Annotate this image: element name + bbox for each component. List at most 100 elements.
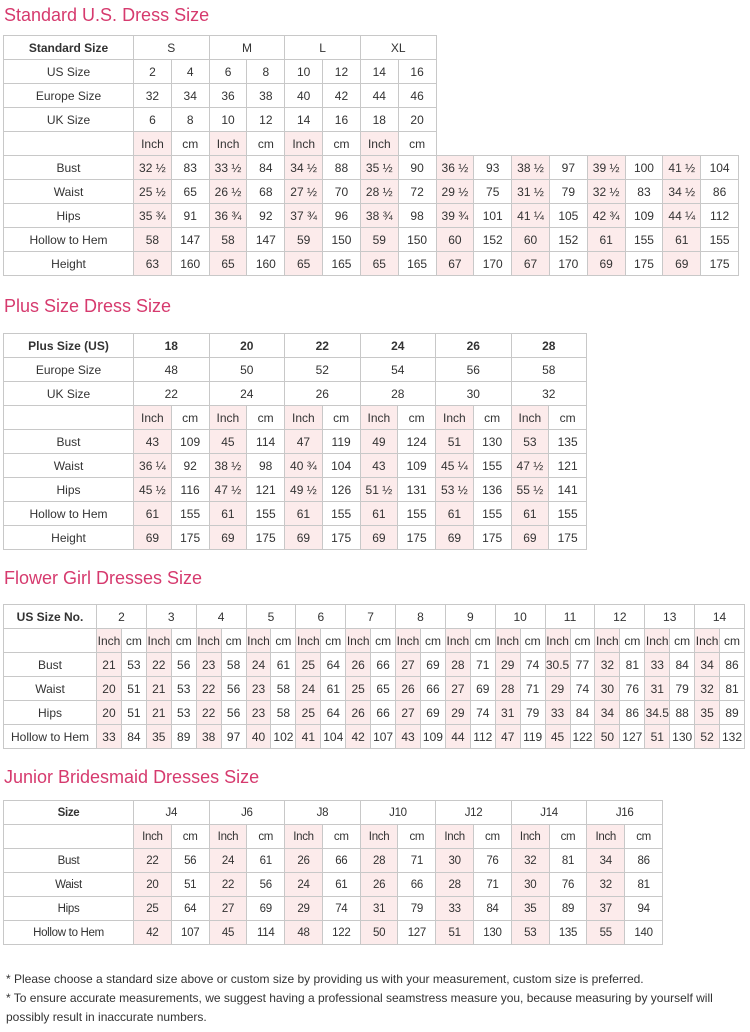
cm-value: 175 bbox=[472, 525, 512, 550]
unit-inch: Inch bbox=[133, 824, 172, 849]
row-label: Bust bbox=[3, 155, 134, 180]
measurement-row: Bust 43 109 45 114 47 119 49 124 51 130 53 135 bbox=[3, 429, 587, 454]
inch-value: 24 bbox=[284, 872, 323, 897]
size-cell: 12 bbox=[246, 107, 286, 132]
inch-value: 36 ¼ bbox=[133, 453, 172, 478]
cm-value: 155 bbox=[397, 501, 436, 526]
cm-value: 100 bbox=[624, 155, 664, 180]
cm-value: 109 bbox=[624, 203, 664, 228]
cm-value: 69 bbox=[246, 896, 286, 921]
table-header-row: Standard Size S M L XL bbox=[3, 35, 739, 60]
cm-value: 61 bbox=[320, 676, 347, 701]
inch-value: 27 bbox=[208, 896, 248, 921]
inch-value: 34 bbox=[594, 700, 621, 725]
cm-value: 104 bbox=[700, 155, 739, 180]
unit-inch: Inch bbox=[444, 628, 471, 653]
inch-value: 22 bbox=[195, 676, 222, 701]
inch-value: 69 bbox=[133, 525, 172, 550]
row-label: Hips bbox=[3, 700, 97, 725]
inch-value: 20 bbox=[96, 676, 122, 701]
unit-cm: cm bbox=[519, 628, 546, 653]
inch-value: 45 bbox=[208, 429, 248, 454]
note-custom-size: * Please choose a standard size above or… bbox=[6, 972, 644, 986]
size-conversion-row: UK Size 6 8 10 12 14 16 18 20 bbox=[3, 107, 739, 132]
unit-inch: Inch bbox=[133, 131, 172, 156]
size-cell: 54 bbox=[359, 357, 436, 382]
size-cell: 16 bbox=[322, 107, 361, 132]
cm-value: 56 bbox=[170, 848, 210, 873]
cm-value: 160 bbox=[170, 251, 210, 276]
inch-value: 24 bbox=[245, 652, 272, 677]
size-cell: 10 bbox=[284, 59, 324, 84]
size-cell: 52 bbox=[284, 357, 361, 382]
unit-cm: cm bbox=[170, 824, 210, 849]
inch-value: 61 bbox=[359, 501, 399, 526]
inch-value: 29 ½ bbox=[435, 179, 475, 204]
size-group-header: 4 bbox=[195, 604, 247, 629]
inch-value: 37 bbox=[586, 896, 626, 921]
section-title-junior: Junior Bridesmaid Dresses Size bbox=[4, 767, 260, 787]
cm-value: 96 bbox=[322, 203, 361, 228]
cm-value: 150 bbox=[322, 227, 361, 252]
inch-value: 69 bbox=[586, 251, 626, 276]
inch-value: 59 bbox=[284, 227, 324, 252]
inch-value: 42 bbox=[133, 920, 172, 945]
cm-value: 114 bbox=[246, 920, 286, 945]
inch-value: 50 bbox=[594, 724, 621, 749]
inch-value: 36 ½ bbox=[435, 155, 475, 180]
cm-value: 105 bbox=[548, 203, 588, 228]
unit-inch: Inch bbox=[494, 628, 521, 653]
size-group-header: 9 bbox=[444, 604, 496, 629]
cm-value: 66 bbox=[321, 848, 361, 873]
size-cell: 4 bbox=[170, 59, 210, 84]
inch-value: 63 bbox=[133, 251, 172, 276]
inch-value: 43 bbox=[395, 724, 421, 749]
inch-value: 48 bbox=[284, 920, 323, 945]
unit-cm: cm bbox=[397, 131, 437, 156]
inch-value: 33 bbox=[644, 652, 671, 677]
cm-value: 69 bbox=[419, 652, 446, 677]
unit-inch: Inch bbox=[208, 824, 248, 849]
cm-value: 68 bbox=[246, 179, 286, 204]
cm-value: 89 bbox=[719, 700, 745, 725]
unit-cm: cm bbox=[469, 628, 496, 653]
cm-value: 84 bbox=[246, 155, 286, 180]
cm-value: 61 bbox=[270, 652, 297, 677]
inch-value: 37 ¾ bbox=[284, 203, 324, 228]
measurement-row: Waist 36 ¼ 92 38 ½ 98 40 ¾ 104 43 109 45 ¼ 155 47 ½… bbox=[3, 453, 587, 478]
inch-value: 55 bbox=[586, 920, 626, 945]
inch-value: 26 bbox=[284, 848, 323, 873]
inch-value: 29 bbox=[284, 896, 323, 921]
size-group-header: J16 bbox=[586, 800, 663, 825]
inch-value: 38 ½ bbox=[208, 453, 248, 478]
measurement-row: Hollow to Hem 42 107 45 114 48 122 50 127 51 130 53… bbox=[3, 920, 663, 945]
size-group-header: J8 bbox=[284, 800, 361, 825]
cm-value: 109 bbox=[170, 429, 210, 454]
row-label: UK Size bbox=[3, 381, 134, 406]
unit-cm: cm bbox=[719, 628, 745, 653]
row-label: Hips bbox=[3, 896, 134, 921]
measurement-row: Height 69 175 69 175 69 175 69 175 69 175 69 175 bbox=[3, 525, 587, 550]
cm-value: 69 bbox=[469, 676, 496, 701]
cm-value: 71 bbox=[397, 848, 437, 873]
cm-value: 56 bbox=[246, 872, 286, 897]
size-group-header: 5 bbox=[245, 604, 297, 629]
inch-value: 32 bbox=[694, 676, 721, 701]
cm-value: 74 bbox=[569, 676, 596, 701]
size-cell: 6 bbox=[133, 107, 172, 132]
inch-value: 38 ¾ bbox=[359, 203, 399, 228]
unit-inch: Inch bbox=[145, 628, 172, 653]
unit-inch: Inch bbox=[510, 824, 550, 849]
unit-inch: Inch bbox=[284, 824, 323, 849]
inch-value: 33 bbox=[544, 700, 571, 725]
cm-value: 66 bbox=[419, 676, 446, 701]
inch-value: 51 bbox=[435, 429, 474, 454]
size-cell: 6 bbox=[208, 59, 248, 84]
measurement-row: Waist 20 51 21 53 22 56 23 58 24 61 25 65 26 66 27 69 28 7… bbox=[3, 676, 745, 701]
cm-value: 58 bbox=[270, 676, 297, 701]
cm-value: 107 bbox=[370, 724, 397, 749]
inch-value: 33 bbox=[96, 724, 122, 749]
cm-value: 140 bbox=[624, 920, 663, 945]
cm-value: 81 bbox=[548, 848, 588, 873]
